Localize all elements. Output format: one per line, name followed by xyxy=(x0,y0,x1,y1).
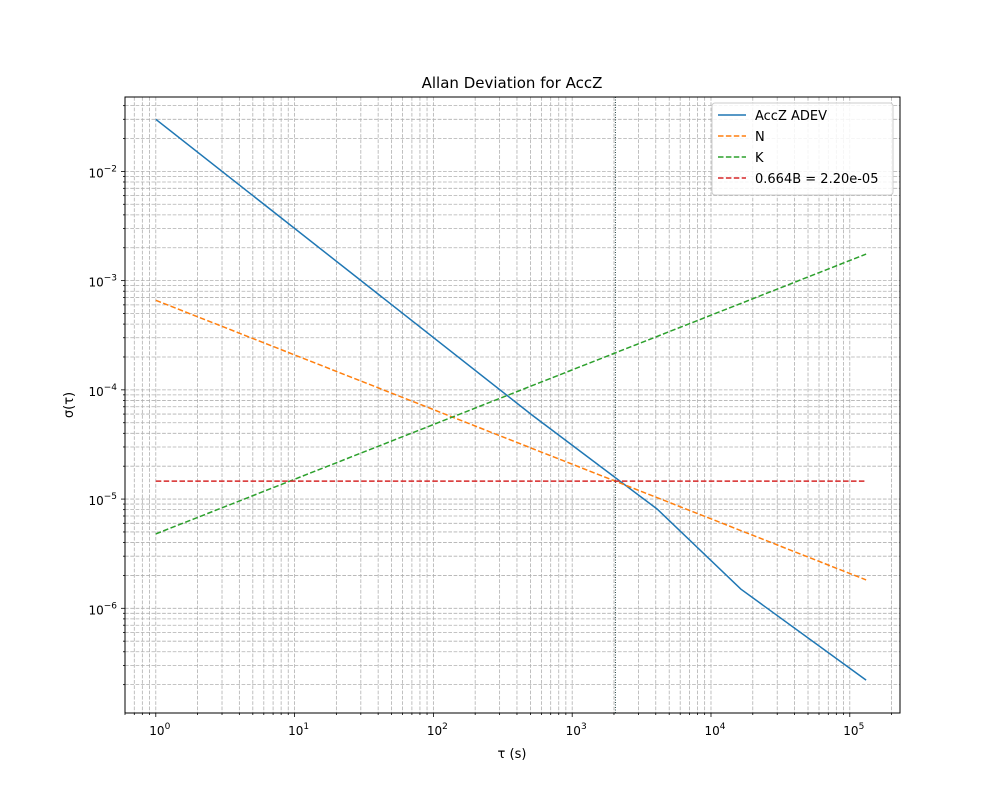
y-tick-label: 10−4 xyxy=(88,383,117,399)
series-line-1 xyxy=(155,299,867,581)
legend-label-3: 0.664B = 2.20e-05 xyxy=(755,172,878,187)
axis-ticks: 100 101 102 103 104 105 10−2 10−3 10−4 10−5 10−6 xyxy=(88,105,892,738)
series-line-0 xyxy=(155,118,867,681)
y-tick-label: 10−2 xyxy=(88,164,117,180)
series-layer xyxy=(155,97,867,713)
chart-title: Allan Deviation for AccZ xyxy=(422,74,603,92)
y-axis-label: σ(τ) xyxy=(62,392,77,418)
x-tick-label: 104 xyxy=(704,722,725,738)
x-tick-label: 102 xyxy=(427,722,448,738)
x-axis-label: τ (s) xyxy=(498,747,527,762)
y-tick-label: 10−3 xyxy=(88,274,117,290)
y-tick-label: 10−5 xyxy=(88,492,117,508)
x-tick-label: 103 xyxy=(566,722,587,738)
plot-frame xyxy=(124,96,901,714)
legend-box xyxy=(711,102,894,196)
x-tick-label: 101 xyxy=(288,722,309,738)
y-tick-label: 10−6 xyxy=(88,601,117,617)
legend-label-2: K xyxy=(755,151,764,166)
legend-label-0: AccZ ADEV xyxy=(755,109,827,124)
legend-label-1: N xyxy=(755,130,765,145)
x-tick-label: 100 xyxy=(149,722,170,738)
series-line-2 xyxy=(155,253,867,535)
grid xyxy=(124,97,900,713)
x-tick-label: 105 xyxy=(843,722,864,738)
legend: AccZ ADEV NK 0.664B = 2.20e-05 xyxy=(711,102,894,196)
